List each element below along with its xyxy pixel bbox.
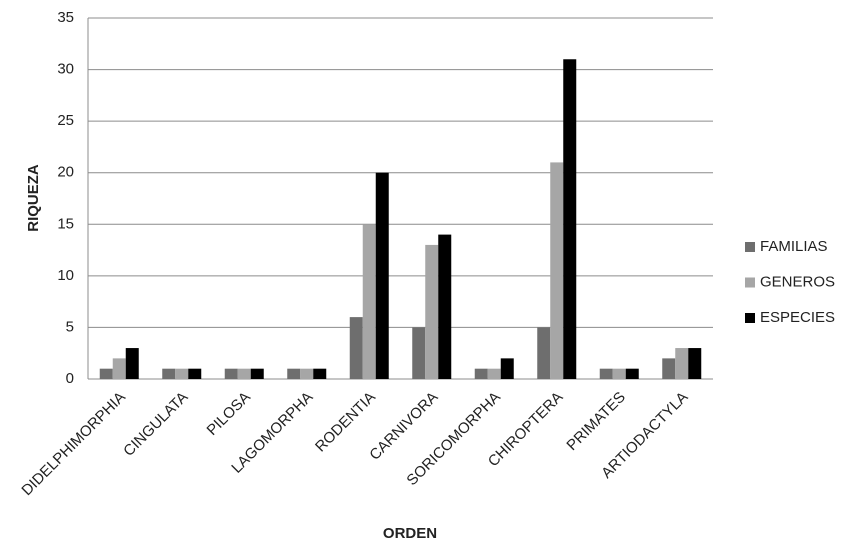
legend-label: ESPECIES — [760, 309, 835, 326]
bar — [537, 327, 551, 379]
bar — [300, 368, 314, 379]
legend-swatch — [745, 242, 755, 252]
x-tick-label: PILOSA — [204, 389, 254, 439]
bar — [112, 358, 126, 379]
bar — [188, 368, 202, 379]
bar — [675, 348, 689, 379]
y-tick-label: 0 — [66, 370, 74, 387]
x-tick-label: PRIMATES — [563, 389, 628, 454]
bar — [175, 368, 189, 379]
bar — [224, 368, 238, 379]
legend-label: FAMILIAS — [760, 238, 828, 255]
bar — [349, 317, 363, 379]
y-tick-label: 20 — [57, 164, 74, 181]
bar — [550, 162, 564, 379]
bar — [563, 59, 577, 379]
bar — [438, 234, 452, 379]
x-tick-label: DIDELPHIMORPHIA — [18, 389, 128, 499]
bar — [237, 368, 251, 379]
bar — [487, 368, 501, 379]
y-tick-label: 15 — [57, 215, 74, 232]
y-tick-label: 5 — [66, 318, 74, 335]
bar — [375, 172, 389, 379]
bar — [500, 358, 514, 379]
y-tick-label: 35 — [57, 9, 74, 26]
bar — [250, 368, 264, 379]
bar — [662, 358, 676, 379]
y-tick-label: 10 — [57, 267, 74, 284]
y-tick-label: 30 — [57, 61, 74, 78]
x-tick-label: RODENTIA — [312, 389, 379, 456]
x-tick-label: CINGULATA — [120, 389, 191, 460]
bar — [162, 368, 176, 379]
legend-swatch — [745, 313, 755, 323]
bar — [599, 368, 613, 379]
bar — [688, 348, 702, 379]
bar — [412, 327, 426, 379]
bar — [287, 368, 301, 379]
bar — [625, 368, 639, 379]
bar — [362, 224, 376, 379]
legend-swatch — [745, 277, 755, 288]
legend-label: GENEROS — [760, 273, 835, 290]
bar — [612, 368, 626, 379]
bar — [313, 368, 327, 379]
bar — [99, 368, 113, 379]
y-tick-label: 25 — [57, 112, 74, 129]
bar — [425, 244, 439, 379]
bar — [125, 348, 139, 379]
y-axis-label: RIQUEZA — [25, 164, 42, 232]
bar — [474, 368, 488, 379]
x-axis-label: ORDEN — [383, 525, 437, 542]
